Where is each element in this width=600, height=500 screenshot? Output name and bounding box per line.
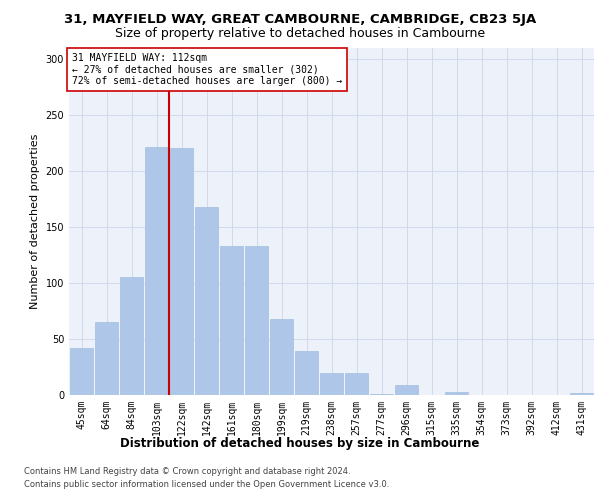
Bar (195, 206, 218, 395)
Text: Distribution of detached houses by size in Cambourne: Distribution of detached houses by size … (121, 438, 479, 450)
Text: Contains public sector information licensed under the Open Government Licence v3: Contains public sector information licen… (24, 480, 389, 489)
Bar (120, 278, 143, 395)
Text: 31 MAYFIELD WAY: 112sqm
← 27% of detached houses are smaller (302)
72% of semi-d: 31 MAYFIELD WAY: 112sqm ← 27% of detache… (71, 52, 342, 86)
Bar (295, 352, 318, 395)
Bar (145, 148, 168, 395)
Text: 31, MAYFIELD WAY, GREAT CAMBOURNE, CAMBRIDGE, CB23 5JA: 31, MAYFIELD WAY, GREAT CAMBOURNE, CAMBR… (64, 12, 536, 26)
Bar (270, 319, 293, 395)
Bar (570, 393, 593, 395)
Bar (95, 322, 118, 395)
Bar (320, 372, 343, 395)
Text: Size of property relative to detached houses in Cambourne: Size of property relative to detached ho… (115, 28, 485, 40)
Bar (395, 385, 418, 395)
Bar (345, 372, 368, 395)
Bar (70, 348, 93, 395)
Y-axis label: Number of detached properties: Number of detached properties (30, 134, 40, 309)
Bar (170, 148, 193, 395)
Text: Contains HM Land Registry data © Crown copyright and database right 2024.: Contains HM Land Registry data © Crown c… (24, 468, 350, 476)
Bar (445, 392, 468, 395)
Bar (245, 246, 268, 395)
Bar (220, 246, 243, 395)
Bar (370, 394, 393, 395)
